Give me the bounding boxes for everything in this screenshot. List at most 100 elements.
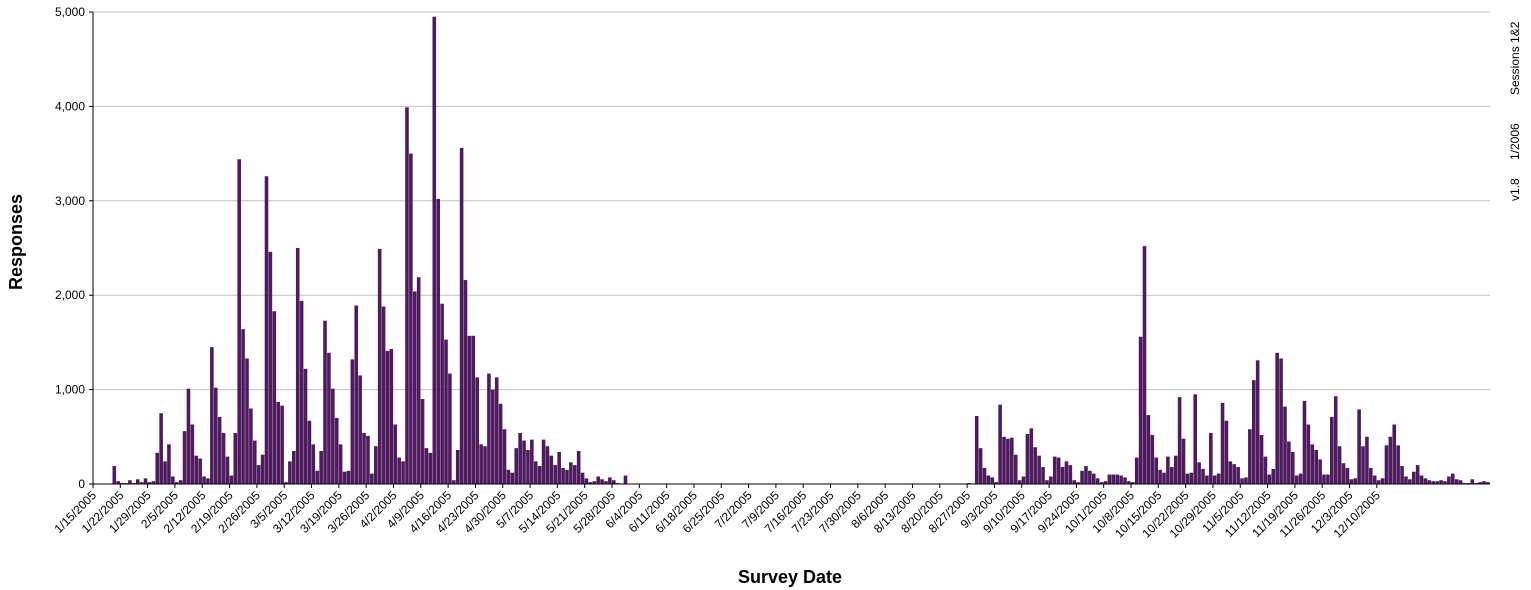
bar-128 xyxy=(592,481,597,484)
bar-342 xyxy=(1427,480,1432,484)
bar-253 xyxy=(1080,470,1084,484)
bar-338 xyxy=(1411,471,1416,484)
y-tick-label-5: 5,000 xyxy=(55,5,85,19)
bar-295 xyxy=(1244,477,1248,484)
bar-284 xyxy=(1201,468,1205,484)
bar-279 xyxy=(1181,438,1186,484)
bar-333 xyxy=(1392,424,1397,484)
bar-23 xyxy=(182,431,187,484)
bar-69 xyxy=(362,433,366,484)
bar-242 xyxy=(1037,455,1041,484)
bar-79 xyxy=(401,461,405,484)
bar-80 xyxy=(405,107,409,484)
bar-291 xyxy=(1228,461,1233,484)
bar-46 xyxy=(272,311,277,484)
bar-346 xyxy=(1443,481,1447,484)
x-tick-labels: 1/15/20051/22/20051/29/20052/5/20052/12/… xyxy=(51,488,1383,541)
bar-357 xyxy=(1486,482,1490,484)
bar-337 xyxy=(1408,479,1412,484)
bar-133 xyxy=(612,480,616,484)
bar-119 xyxy=(557,451,561,484)
bar-11 xyxy=(135,479,140,484)
bar-132 xyxy=(608,477,612,484)
bar-303 xyxy=(1275,352,1279,484)
bar-323 xyxy=(1353,478,1358,484)
bar-332 xyxy=(1388,436,1393,484)
bar-228 xyxy=(982,467,987,484)
bar-308 xyxy=(1294,475,1299,484)
bar-264 xyxy=(1123,477,1127,484)
bar-282 xyxy=(1193,394,1198,484)
bar-341 xyxy=(1423,478,1428,484)
bar-277 xyxy=(1173,455,1178,484)
bar-302 xyxy=(1271,468,1276,484)
bar-249 xyxy=(1064,461,1069,484)
bar-32 xyxy=(217,416,222,484)
bar-250 xyxy=(1068,465,1073,484)
bar-283 xyxy=(1197,462,1201,484)
bar-326 xyxy=(1365,436,1369,484)
bar-349 xyxy=(1454,479,1459,484)
bar-347 xyxy=(1447,476,1451,484)
bar-60 xyxy=(327,352,331,484)
bar-92 xyxy=(452,480,456,484)
bar-251 xyxy=(1072,480,1077,484)
bar-49 xyxy=(284,482,288,484)
bar-15 xyxy=(151,481,156,484)
bar-126 xyxy=(584,478,589,484)
bar-111 xyxy=(526,450,530,484)
bar-124 xyxy=(576,450,581,484)
bar-102 xyxy=(491,389,495,484)
bar-76 xyxy=(389,349,394,484)
bars xyxy=(112,16,1490,484)
bar-226 xyxy=(974,416,979,484)
bar-309 xyxy=(1298,473,1303,484)
bar-318 xyxy=(1333,396,1338,484)
bar-254 xyxy=(1084,466,1088,484)
y-tick-label-0: 0 xyxy=(78,477,85,491)
bar-29 xyxy=(206,478,210,484)
bar-122 xyxy=(569,462,573,484)
bar-50 xyxy=(288,461,292,484)
bar-123 xyxy=(572,465,577,484)
bar-299 xyxy=(1259,434,1264,484)
axes xyxy=(89,11,1490,488)
bar-320 xyxy=(1341,463,1346,484)
bar-276 xyxy=(1170,467,1174,484)
bar-17 xyxy=(159,413,163,484)
bar-315 xyxy=(1322,474,1326,484)
bar-281 xyxy=(1189,472,1194,484)
bar-311 xyxy=(1306,424,1311,484)
side-note-sessions: Sessions 1&2 xyxy=(1508,21,1522,95)
y-tick-label-2: 2,000 xyxy=(55,288,85,302)
bar-41 xyxy=(252,440,257,484)
bar-348 xyxy=(1450,473,1455,484)
bar-125 xyxy=(580,472,585,484)
bar-287 xyxy=(1212,475,1217,484)
bar-105 xyxy=(502,429,507,484)
bar-130 xyxy=(600,479,604,484)
bar-28 xyxy=(202,476,206,484)
bar-116 xyxy=(545,446,550,484)
bar-47 xyxy=(276,401,280,484)
bar-258 xyxy=(1099,482,1104,484)
bar-56 xyxy=(311,444,316,484)
bar-238 xyxy=(1021,476,1026,484)
bar-75 xyxy=(385,350,390,484)
side-note-date: 1/2006 xyxy=(1508,123,1522,160)
bar-336 xyxy=(1404,476,1408,484)
bar-45 xyxy=(268,251,273,484)
bar-63 xyxy=(338,444,343,484)
bar-257 xyxy=(1095,478,1100,484)
bar-39 xyxy=(245,358,249,484)
bar-44 xyxy=(264,176,269,484)
bar-103 xyxy=(494,377,499,484)
bar-78 xyxy=(397,457,401,484)
bar-343 xyxy=(1431,481,1436,484)
bar-104 xyxy=(498,403,503,484)
bar-313 xyxy=(1314,450,1318,484)
bar-131 xyxy=(604,481,608,484)
bar-136 xyxy=(623,475,628,484)
y-tick-label-3: 3,000 xyxy=(55,194,85,208)
bar-9 xyxy=(128,480,132,484)
